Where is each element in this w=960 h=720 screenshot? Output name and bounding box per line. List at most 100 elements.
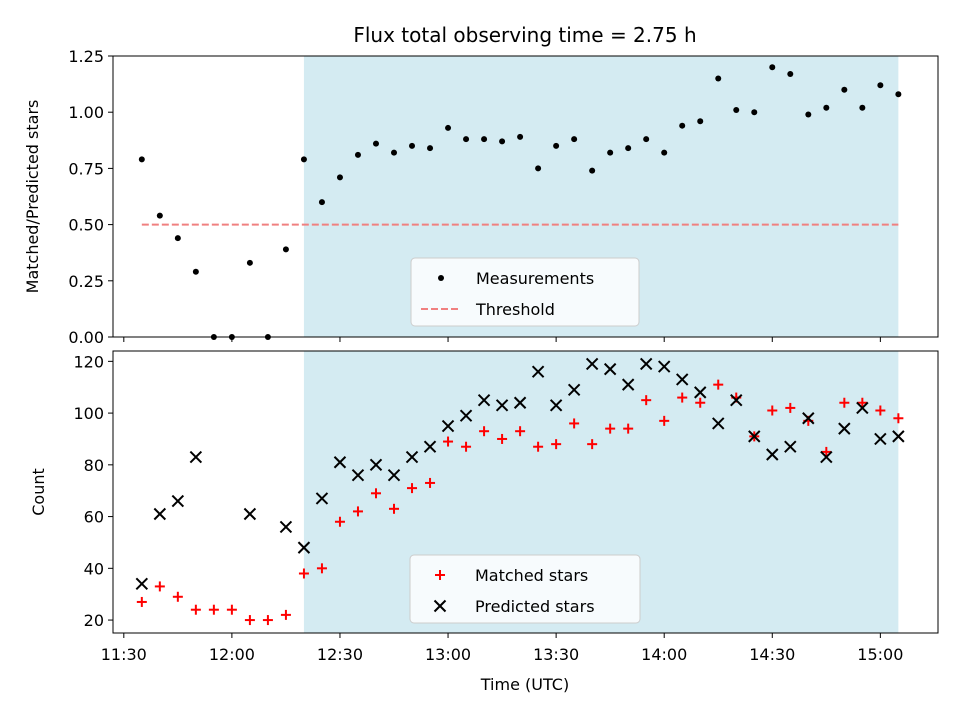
matched-star-point <box>893 413 904 424</box>
measurement-point <box>156 212 163 219</box>
measurement-point <box>661 149 668 156</box>
matched-stars-series <box>136 379 904 626</box>
measurement-point <box>571 136 578 143</box>
matched-star-point <box>857 397 868 408</box>
x-marker-b <box>495 399 509 412</box>
x-tick-label: 12:00 <box>209 645 255 664</box>
predicted-star-point <box>351 468 365 482</box>
x-tick-label: 14:00 <box>641 645 687 664</box>
predicted-star-point <box>748 430 761 443</box>
matched-star-point <box>695 397 706 408</box>
x-marker-b <box>153 507 167 521</box>
predicted-star-point <box>153 507 167 521</box>
y-tick-label: 0.50 <box>68 216 104 235</box>
legend-label: Matched stars <box>475 566 588 585</box>
x-marker-b <box>369 458 383 472</box>
legend-label: Threshold <box>475 300 555 319</box>
x-marker-b <box>676 373 689 386</box>
predicted-star-point <box>838 422 851 435</box>
predicted-star-point <box>874 432 887 446</box>
measurement-point <box>192 268 199 275</box>
predicted-star-point <box>802 412 815 425</box>
matched-star-point <box>370 488 381 499</box>
predicted-star-point <box>621 378 635 391</box>
x-marker-b <box>784 440 797 453</box>
matched-star-point <box>659 415 670 426</box>
x-marker-b <box>694 386 707 399</box>
x-marker-b <box>766 448 779 461</box>
predicted-star-point <box>676 373 689 386</box>
matched-star-point <box>280 609 291 620</box>
measurement-point <box>877 82 884 89</box>
predicted-star-point <box>369 458 383 472</box>
x-marker-b <box>315 492 329 505</box>
x-marker-b <box>333 456 347 469</box>
matched-star-point <box>172 591 183 602</box>
matched-star-point <box>208 604 219 615</box>
matched-star-point <box>587 439 598 450</box>
x-marker-b <box>513 396 527 409</box>
measurement-point <box>463 136 470 143</box>
measurement-point <box>805 111 812 118</box>
x-marker-b <box>405 450 419 464</box>
matched-star-point <box>154 581 165 592</box>
matched-star-point <box>569 418 580 429</box>
measurement-point <box>138 156 145 163</box>
legend-box <box>409 554 641 624</box>
matched-star-point <box>641 395 652 406</box>
predicted-star-point <box>603 362 617 376</box>
predicted-star-point <box>730 393 743 407</box>
x-tick-label: 14:30 <box>749 645 795 664</box>
legend-dot-marker <box>438 275 444 281</box>
predicted-star-point <box>135 577 149 591</box>
legend-box <box>410 257 640 327</box>
top-x-ticks <box>123 337 881 342</box>
x-marker-b <box>423 440 437 453</box>
x-axis-label: Time (UTC) <box>480 675 569 694</box>
predicted-star-point <box>513 396 527 409</box>
legend-x-marker <box>433 599 447 613</box>
bottom-plot-frame <box>112 350 939 634</box>
x-marker-b <box>874 432 887 446</box>
y-tick-label: 40 <box>84 559 104 578</box>
matched-star-point <box>713 379 724 390</box>
matched-star-point <box>605 423 616 434</box>
x-marker-b <box>802 412 815 425</box>
bottom-legend: Matched stars Predicted stars <box>409 554 641 624</box>
measurement-point <box>517 133 524 140</box>
measurement-point <box>589 167 596 174</box>
matched-star-point <box>316 563 327 574</box>
x-marker-b <box>171 494 185 508</box>
predicted-star-point <box>387 468 401 482</box>
measurement-point <box>751 109 758 116</box>
matched-star-point <box>479 426 490 437</box>
predicted-star-point <box>477 393 491 407</box>
x-marker-b <box>243 507 257 521</box>
matched-star-point <box>262 615 273 626</box>
matched-star-point <box>298 568 309 579</box>
measurement-point <box>787 70 794 77</box>
x-marker-b <box>820 450 833 464</box>
predicted-star-point <box>279 520 293 534</box>
predicted-star-point <box>243 507 257 521</box>
matched-star-point <box>244 615 255 626</box>
measurement-point <box>823 104 830 111</box>
measurement-point <box>643 136 650 143</box>
measurement-point <box>481 136 488 143</box>
x-marker-b <box>433 599 447 613</box>
predicted-star-point <box>856 401 869 415</box>
predicted-star-point <box>459 409 473 422</box>
predicted-star-point <box>441 419 455 433</box>
matched-star-point <box>443 436 454 447</box>
x-marker-b <box>838 422 851 435</box>
measurement-point <box>282 246 289 253</box>
x-marker-b <box>351 468 365 482</box>
predicted-star-point <box>297 541 311 554</box>
matched-star-point <box>767 405 778 416</box>
matched-star-point <box>136 596 147 607</box>
x-marker-b <box>748 430 761 443</box>
matched-star-point <box>226 604 237 615</box>
predicted-star-point <box>892 430 905 443</box>
x-marker-b <box>531 365 545 378</box>
